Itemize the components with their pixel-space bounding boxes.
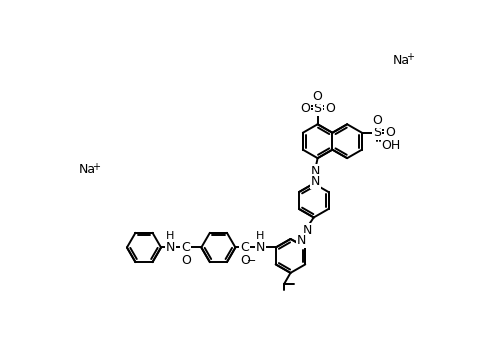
Text: N: N [311,165,320,178]
Text: N: N [297,234,306,247]
Text: Na: Na [79,163,96,176]
Text: O: O [372,114,382,127]
Text: O: O [300,102,310,116]
Text: O: O [325,102,335,116]
Text: +: + [92,162,100,172]
Text: OH: OH [381,139,400,152]
Text: S: S [373,126,382,139]
Text: C: C [241,241,249,254]
Text: N: N [166,241,175,254]
Text: +: + [406,52,414,62]
Text: C: C [182,241,190,254]
Text: O: O [313,90,323,103]
Text: N: N [255,241,265,254]
Text: O: O [240,254,249,267]
Text: N: N [311,175,320,188]
Text: O: O [181,254,191,267]
Text: N: N [303,224,312,237]
Text: O: O [385,126,395,139]
Text: Na: Na [393,54,410,67]
Text: H: H [256,231,264,240]
Text: S: S [314,102,322,116]
Text: H: H [166,231,175,240]
Text: −: − [247,255,256,266]
